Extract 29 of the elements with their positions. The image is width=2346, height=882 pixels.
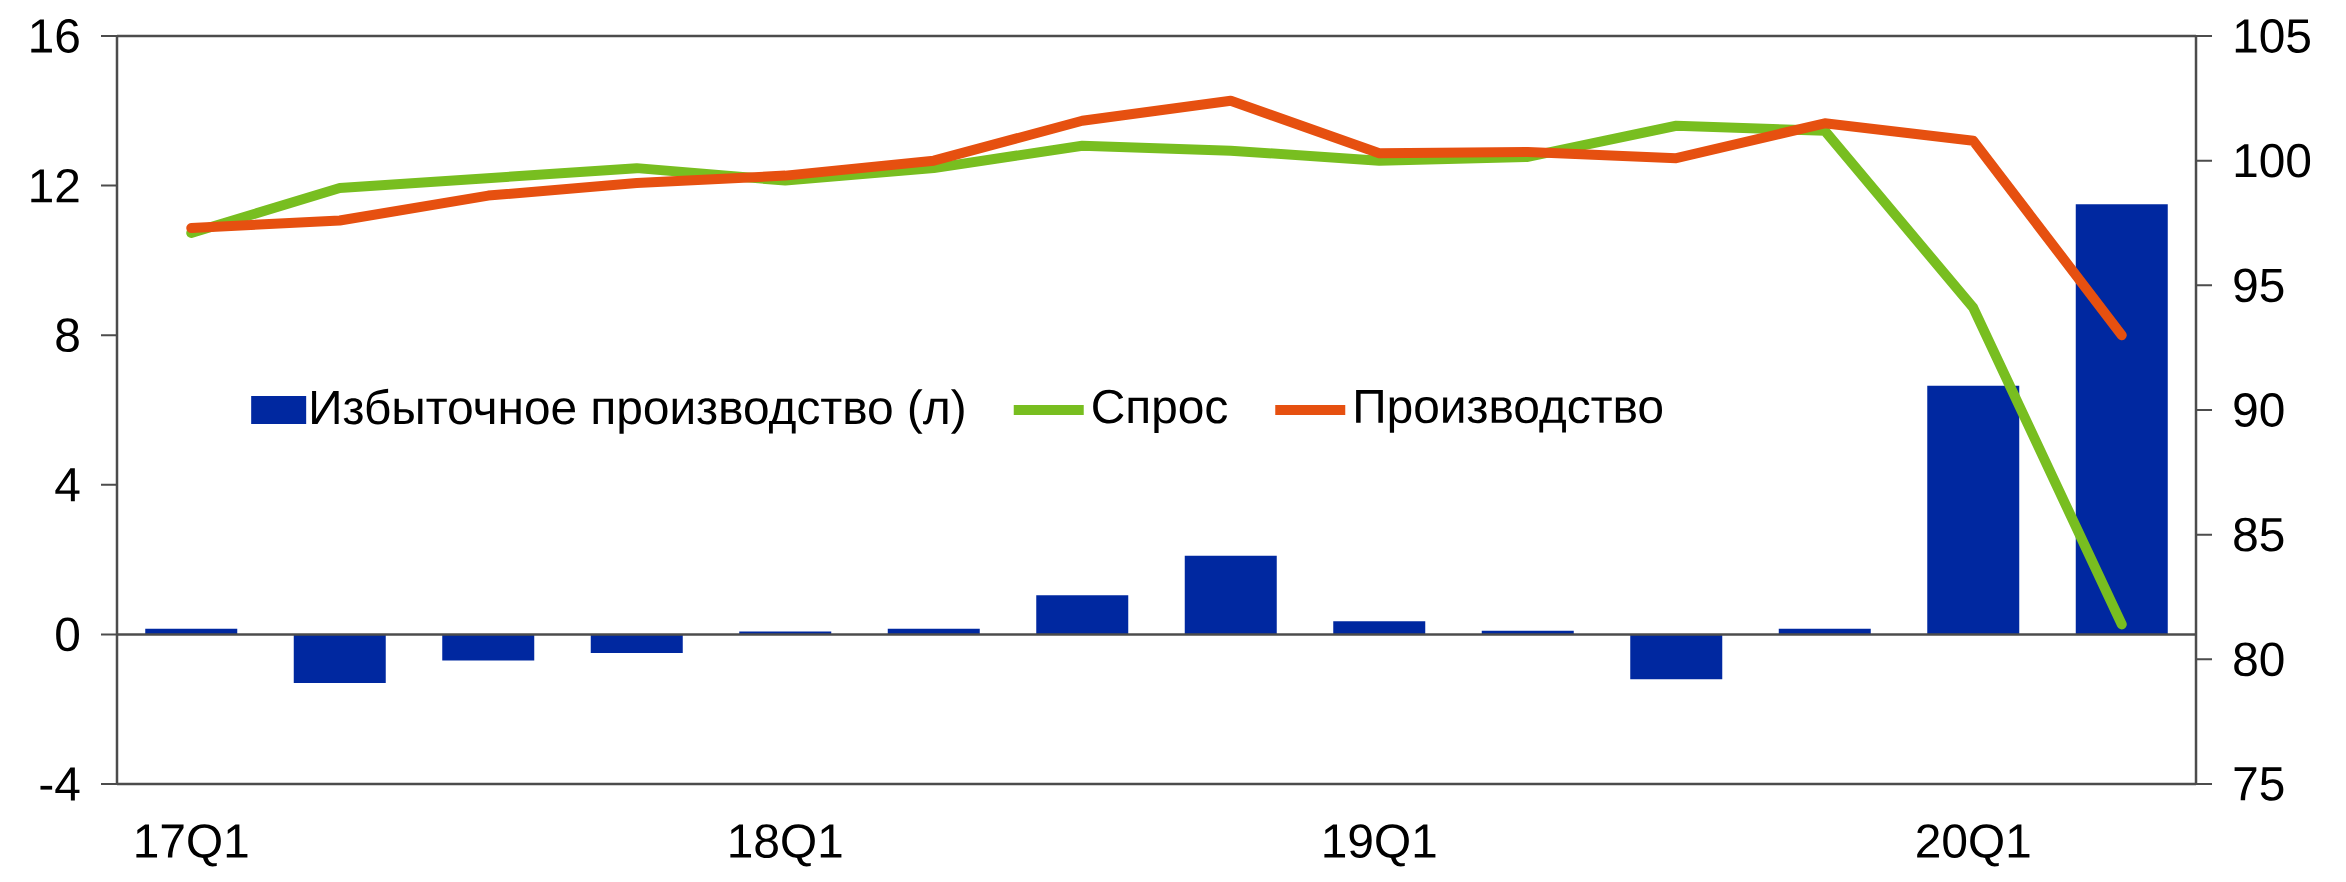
x-tick-label: 20Q1: [1917, 823, 2030, 867]
y2-tick-label: 75: [2234, 767, 2284, 801]
y2-tick-label: 105: [2235, 18, 2310, 53]
y2-tick-label: 85: [2234, 517, 2284, 552]
bar: [2075, 204, 2168, 635]
legend-label: Избыточное производство (л): [312, 388, 964, 434]
bar: [1184, 555, 1277, 635]
x-tick-label: 17Q1: [136, 823, 248, 867]
legend-label: Производство: [1356, 389, 1662, 433]
y-tick-label: 16: [31, 18, 79, 53]
legend-label: Спрос: [1093, 389, 1228, 433]
bar: [590, 634, 683, 653]
bar: [1036, 594, 1129, 635]
y2-tick-label: 95: [2234, 268, 2284, 303]
y-tick-label: -4: [40, 767, 80, 801]
y-tick-label: 12: [31, 168, 79, 203]
x-tick-label: 19Q1: [1324, 823, 1436, 867]
y2-tick-label: 100: [2235, 143, 2311, 178]
x-tick-label: 18Q1: [730, 823, 842, 867]
y-tick-label: 8: [56, 318, 79, 352]
bar: [1630, 634, 1723, 680]
y-tick-label: 0: [56, 617, 79, 652]
bar: [1333, 621, 1426, 635]
bar: [1927, 385, 2020, 635]
bar: [442, 634, 535, 661]
y2-tick-label: 90: [2234, 392, 2284, 427]
y2-tick-label: 80: [2234, 642, 2284, 677]
bar: [293, 634, 386, 683]
y-tick-label: 4: [55, 468, 80, 501]
